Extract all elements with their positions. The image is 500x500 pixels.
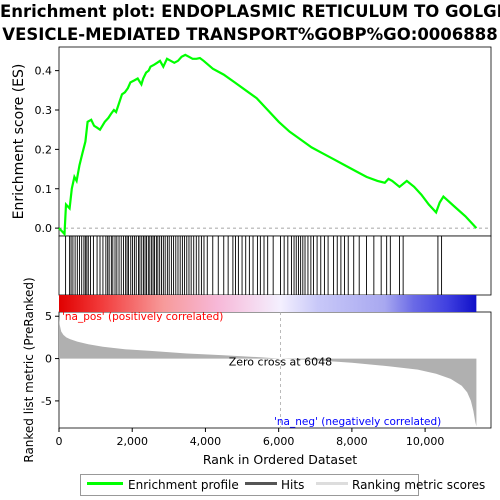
es-ytick-label: 0.0 [35,222,53,235]
es-ytick-label: 0.1 [35,183,53,196]
chart-title-line-2: VESICLE-MEDIATED TRANSPORT%GOBP%GO:00068… [2,25,498,44]
xtick-label: 6,000 [263,435,295,448]
enrichment-profile-swatch [87,482,123,485]
xtick-label: 10,000 [406,435,445,448]
ranking-color-bar [59,295,477,312]
zero-cross-label: Zero cross at 6048 [229,356,332,369]
pos-correlated-label: 'na_pos' (positively correlated) [62,311,223,323]
neg-correlated-label: 'na_neg' (negatively correlated) [274,416,441,428]
metric-ytick-label: -5 [41,395,52,408]
metric-ytick-label: 5 [45,310,52,323]
xtick-label: 4,000 [190,435,222,448]
legend: Enrichment profile Hits Ranking metric s… [80,474,485,496]
legend-ranking-metric-scores: Ranking metric scores [352,478,486,492]
metric-ytick-label: 0 [45,353,52,366]
es-ytick-label: 0.2 [35,143,53,156]
xtick-label: 2,000 [116,435,148,448]
legend-enrichment-profile: Enrichment profile [128,478,239,492]
legend-hits: Hits [281,478,305,492]
x-axis-label: Rank in Ordered Dataset [203,452,357,467]
es-panel-frame [58,46,492,237]
chart-title-line-1: Enrichment plot: ENDOPLASMIC RETICULUM T… [0,2,500,21]
metric-ylabel: Ranked list metric (PreRanked) [22,277,36,462]
hits-swatch [245,482,277,485]
es-ytick-label: 0.3 [35,104,53,117]
xtick-label: 8,000 [336,435,368,448]
metric-panel-frame [58,311,492,429]
ranking-metric-swatch [316,482,348,485]
enrichment-profile-line [58,53,478,237]
xtick-label: 0 [56,435,63,448]
es-ylabel: Enrichment score (ES) [11,64,27,220]
es-ytick-label: 0.4 [35,65,53,78]
